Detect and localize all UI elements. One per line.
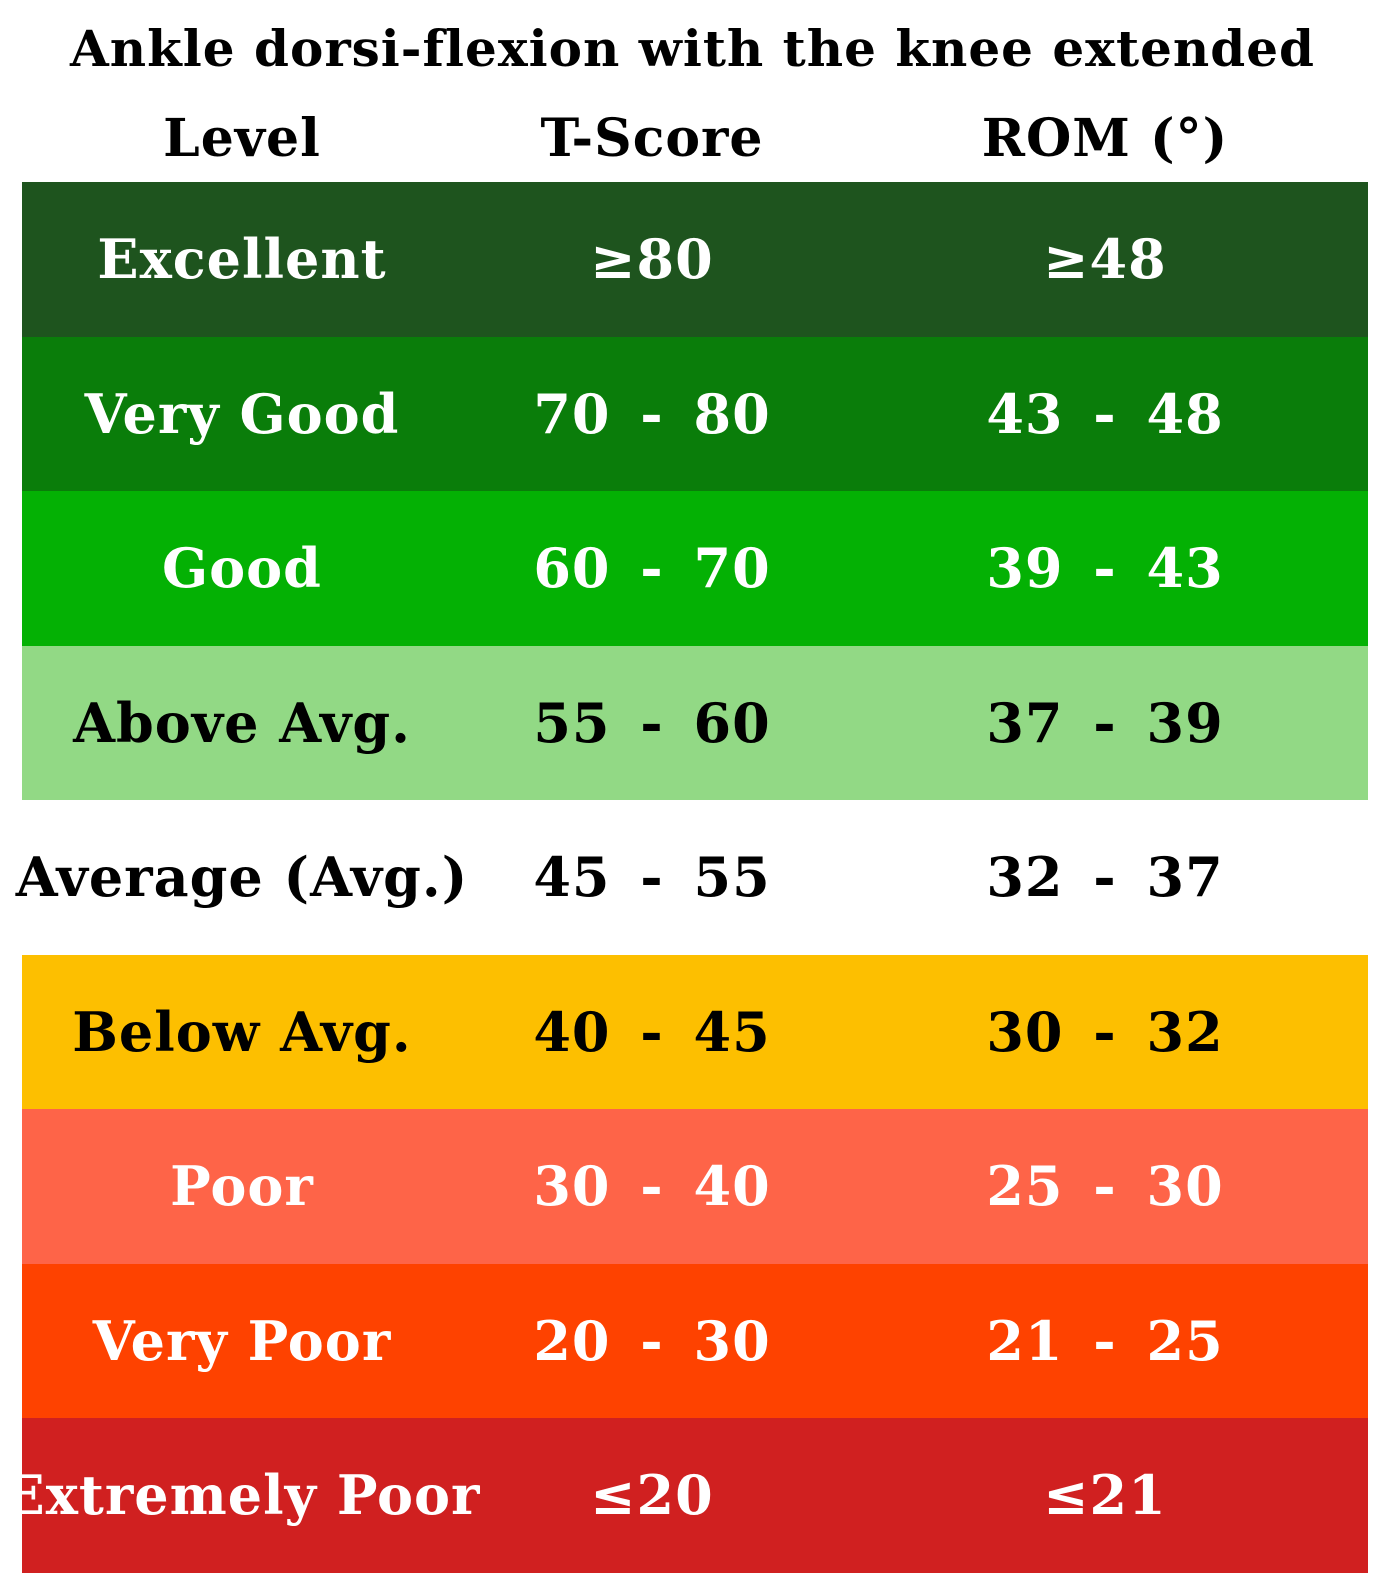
level-cell: Poor: [170, 1154, 314, 1219]
rom-cell: ≥48: [1043, 227, 1167, 292]
rom-cell: 25 - 30: [986, 1154, 1224, 1219]
t-score-cell: 45 - 55: [533, 845, 771, 910]
rom-cell: 37 - 39: [986, 690, 1224, 755]
table-row: Very Good 70 - 80 43 - 48: [22, 336, 1368, 491]
header-level: Level: [163, 107, 321, 169]
header-rom: ROM (°): [981, 107, 1229, 169]
table-row: Good 60 - 70 39 - 43: [22, 491, 1368, 646]
t-score-cell: 20 - 30: [533, 1308, 771, 1373]
level-cell: Excellent: [97, 227, 387, 292]
t-score-cell: 55 - 60: [533, 690, 771, 755]
level-cell: Above Avg.: [73, 690, 411, 755]
rom-cell: 30 - 32: [986, 999, 1224, 1064]
table-body: Excellent ≥80 ≥48 Very Good 70 - 80 43 -…: [3, 182, 1368, 1573]
rom-cell: ≤21: [1043, 1463, 1167, 1528]
t-score-cell: 70 - 80: [533, 381, 771, 446]
table-row: Below Avg. 40 - 45 30 - 32: [22, 954, 1368, 1109]
table-row: Excellent ≥80 ≥48: [22, 182, 1368, 337]
table-row: Extremely Poor ≤20 ≤21: [3, 1418, 1368, 1573]
t-score-cell: 30 - 40: [533, 1154, 771, 1219]
chart-title: Ankle dorsi-flexion with the knee extend…: [70, 19, 1315, 78]
table-row: Average (Avg.) 45 - 55 32 - 37: [15, 800, 1368, 955]
rom-cell: 32 - 37: [986, 845, 1224, 910]
table-row: Above Avg. 55 - 60 37 - 39: [22, 645, 1368, 800]
t-score-cell: ≤20: [590, 1463, 714, 1528]
rom-cell: 21 - 25: [986, 1308, 1224, 1373]
t-score-cell: ≥80: [590, 227, 714, 292]
level-cell: Good: [162, 536, 322, 601]
level-cell: Below Avg.: [72, 999, 412, 1064]
table-header: Level T-Score ROM (°): [22, 102, 1368, 174]
level-cell: Average (Avg.): [15, 845, 469, 910]
level-cell: Very Good: [84, 381, 400, 446]
t-score-cell: 60 - 70: [533, 536, 771, 601]
t-score-cell: 40 - 45: [533, 999, 771, 1064]
rom-cell: 43 - 48: [986, 381, 1224, 446]
header-t-score: T-Score: [540, 107, 764, 169]
level-cell: Very Poor: [92, 1308, 392, 1373]
table-row: Poor 30 - 40 25 - 30: [22, 1109, 1368, 1264]
table-row: Very Poor 20 - 30 21 - 25: [22, 1263, 1368, 1418]
level-cell: Extremely Poor: [3, 1463, 481, 1528]
rom-cell: 39 - 43: [986, 536, 1224, 601]
